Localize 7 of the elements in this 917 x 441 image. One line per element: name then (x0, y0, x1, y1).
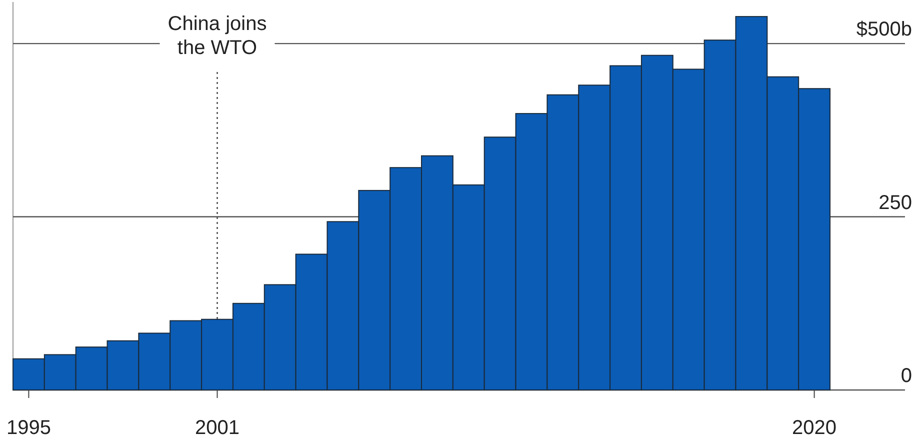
y-tick-label: $500b (856, 18, 912, 41)
x-tick-label: 2020 (792, 417, 837, 439)
y-tick-label: 0 (900, 365, 912, 387)
x-tick-label: 1995 (6, 417, 51, 439)
y-tick-label: 250 (878, 192, 912, 214)
ref-line-label: China joins the WTO (168, 13, 267, 59)
x-tick-label: 2001 (195, 417, 240, 439)
